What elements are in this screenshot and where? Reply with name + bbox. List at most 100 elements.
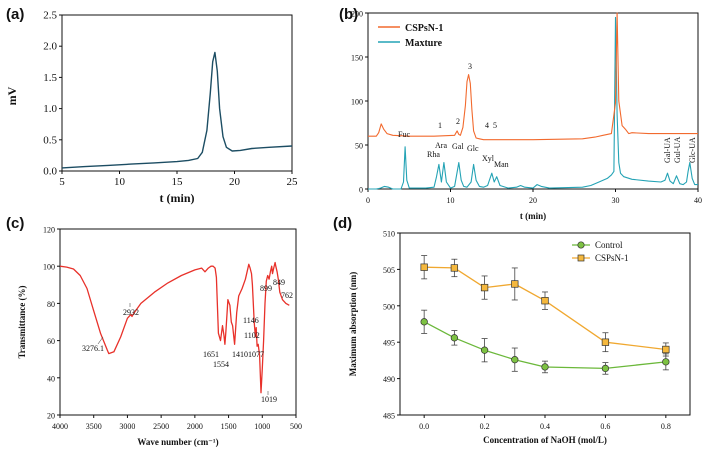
y-tick-label: 500 — [383, 302, 395, 311]
sugar-label-ara: Ara — [435, 141, 447, 150]
legend-label-cspsn1: CSPsN-1 — [405, 23, 443, 34]
peak-label-3: 3 — [468, 62, 472, 71]
panel-c-y-ticks: 20 40 60 80 100 120 — [43, 226, 60, 421]
panel-b-label: (b) — [339, 6, 358, 23]
panel-a-y-ticks: 0.0 0.5 1.0 1.5 2.0 2.5 — [43, 10, 62, 178]
x-tick-label: 3000 — [119, 422, 135, 431]
peak-label-1: 1 — [438, 121, 442, 130]
panel-c-x-label: Wave number (cm⁻¹) — [137, 437, 218, 447]
data-point-control — [662, 358, 670, 366]
panel-c-label: (c) — [6, 215, 24, 232]
y-tick-label: 1.0 — [43, 103, 57, 115]
series-line-cspsn1 — [368, 12, 698, 141]
x-tick-label: 1000 — [254, 422, 270, 431]
peak-label-2: 2 — [456, 117, 460, 126]
annot-2932: 2932 — [123, 308, 139, 317]
panel-d-label: (d) — [333, 215, 352, 232]
x-tick-label: 10 — [114, 176, 126, 188]
data-point-control — [601, 364, 610, 373]
legend-swatch-control-marker — [577, 241, 585, 249]
annot-leader-3276 — [97, 336, 104, 345]
panel-d-frame — [399, 232, 691, 416]
sugar-label-galua: Gal-UA — [663, 137, 672, 163]
y-tick-label: 100 — [351, 98, 363, 107]
panel-b-x-label: t (min) — [520, 211, 546, 221]
sugar-label-man: Man — [494, 160, 509, 169]
peak-label-5: 5 — [493, 121, 497, 130]
data-point-control — [480, 346, 489, 354]
x-tick-label: 15 — [172, 176, 184, 188]
x-tick-label: 25 — [287, 176, 299, 188]
y-tick-label: 2.0 — [43, 41, 57, 53]
legend-swatch-cspsn1-marker — [577, 254, 585, 262]
panel-c: (c) 20 40 60 80 100 120 4000 3500 3000 2500 2000 1… — [6, 215, 302, 447]
y-tick-label: 2.5 — [43, 10, 57, 22]
data-point-control — [420, 318, 428, 326]
panel-a-y-label: mV — [5, 86, 19, 105]
series-line-signal — [61, 51, 293, 169]
series-line-ir — [59, 261, 290, 394]
data-point-cspsn-1 — [662, 345, 670, 354]
annot-849: 849 — [273, 278, 285, 287]
legend-label-maxture: Maxture — [405, 38, 443, 49]
panel-c-y-label: Transmittance (%) — [17, 285, 27, 358]
data-point-control — [511, 356, 519, 364]
x-tick-label: 500 — [290, 422, 302, 431]
sugar-label-glc: Glc — [467, 144, 479, 153]
panel-d-legend: Control CSPsN-1 — [572, 240, 629, 263]
annot-899: 899 — [260, 284, 272, 293]
y-tick-label: 60 — [47, 337, 55, 346]
x-tick-label: 2500 — [153, 422, 169, 431]
y-tick-label: 150 — [351, 54, 363, 63]
annot-762: 762 — [281, 291, 293, 300]
x-tick-label: 0.8 — [661, 422, 671, 431]
sugar-label-gal: Gal — [452, 142, 464, 151]
annot-3276: 3276.1 — [82, 344, 104, 353]
panel-c-plot — [59, 261, 290, 394]
panel-a-x-label: t (min) — [160, 191, 195, 205]
y-tick-label: 100 — [43, 263, 55, 272]
y-tick-label: 0 — [359, 186, 363, 195]
y-tick-label: 20 — [47, 412, 55, 421]
panel-d-x-label: Concentration of NaOH (mol/L) — [483, 435, 607, 445]
panel-c-frame — [59, 228, 297, 416]
series-line-maxture — [368, 16, 698, 190]
x-tick-label: 10 — [447, 196, 455, 205]
panel-b-y-ticks: 0 50 100 150 200 — [351, 10, 368, 195]
panel-d-x-ticks: 0.0 0.2 0.4 0.6 0.8 — [419, 415, 671, 431]
panel-a-label: (a) — [6, 6, 24, 23]
annot-1651: 1651 — [203, 350, 219, 359]
x-tick-label: 20 — [229, 176, 241, 188]
peak-label-4: 4 — [485, 121, 489, 130]
panel-b-plot — [368, 12, 698, 190]
panel-b-x-ticks: 0 10 20 30 40 — [366, 189, 702, 205]
panel-c-x-ticks: 4000 3500 3000 2500 2000 1500 1000 500 — [52, 415, 302, 431]
panel-b-legend: CSPsN-1 Maxture — [378, 23, 443, 49]
x-tick-label: 3500 — [86, 422, 102, 431]
y-tick-label: 50 — [355, 142, 363, 151]
sugar-label-xyl: Xyl — [482, 154, 495, 163]
y-tick-label: 490 — [383, 375, 395, 384]
legend-label-cspsn1-d: CSPsN-1 — [595, 253, 629, 263]
y-tick-label: 1.5 — [43, 72, 57, 84]
panel-a-plot — [61, 51, 293, 169]
y-tick-label: 0.0 — [43, 166, 57, 178]
panel-d-plot — [420, 255, 670, 375]
y-tick-label: 505 — [383, 266, 395, 275]
y-tick-label: 510 — [383, 230, 395, 239]
y-tick-label: 120 — [43, 226, 55, 235]
data-point-cspsn-1 — [480, 283, 489, 292]
data-point-control — [541, 363, 549, 371]
panel-d-y-ticks: 485 490 495 500 505 510 — [383, 230, 400, 421]
x-tick-label: 30 — [612, 196, 620, 205]
x-tick-label: 4000 — [52, 422, 68, 431]
data-point-control — [450, 334, 459, 342]
x-tick-label: 0.0 — [419, 422, 429, 431]
data-point-cspsn-1 — [450, 264, 459, 272]
x-tick-label: 2000 — [187, 422, 203, 431]
annot-1019: 1019 — [261, 395, 277, 404]
x-tick-label: 1500 — [221, 422, 237, 431]
y-tick-label: 485 — [383, 412, 395, 421]
data-point-cspsn-1 — [541, 297, 549, 305]
